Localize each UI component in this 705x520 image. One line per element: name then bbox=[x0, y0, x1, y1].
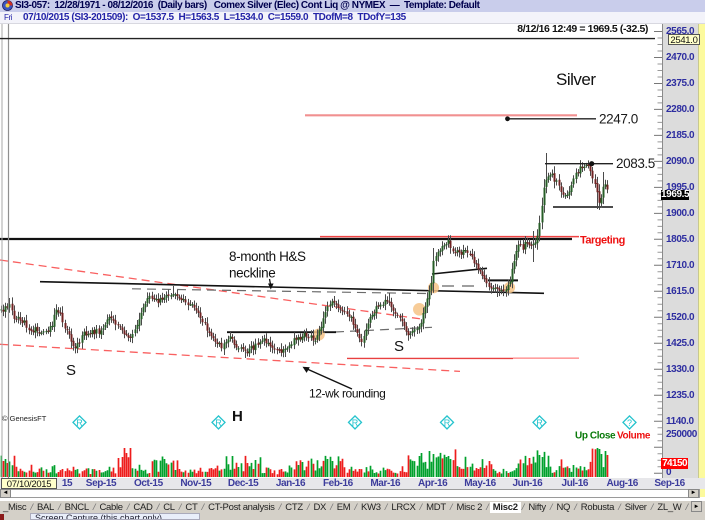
svg-text:8-month H&S: 8-month H&S bbox=[229, 249, 306, 264]
svg-text:Up Close: Up Close bbox=[575, 431, 616, 442]
svg-text:Volume: Volume bbox=[617, 431, 651, 442]
svg-text:H: H bbox=[232, 408, 243, 425]
svg-text:© GenesisFT: © GenesisFT bbox=[2, 414, 47, 423]
svg-text:S: S bbox=[66, 362, 76, 379]
svg-text:Targeting: Targeting bbox=[580, 235, 625, 247]
svg-text:2247.0: 2247.0 bbox=[599, 112, 638, 127]
svg-text:?: ? bbox=[627, 418, 632, 428]
svg-text:S: S bbox=[394, 338, 404, 355]
svg-text:R: R bbox=[536, 418, 543, 428]
svg-text:R: R bbox=[215, 418, 222, 428]
svg-text:R: R bbox=[352, 418, 359, 428]
svg-text:R: R bbox=[76, 418, 83, 428]
svg-text:12-wk rounding: 12-wk rounding bbox=[309, 387, 385, 401]
svg-text:R: R bbox=[444, 418, 451, 428]
svg-text:neckline: neckline bbox=[229, 266, 275, 281]
svg-text:Silver: Silver bbox=[556, 70, 596, 89]
